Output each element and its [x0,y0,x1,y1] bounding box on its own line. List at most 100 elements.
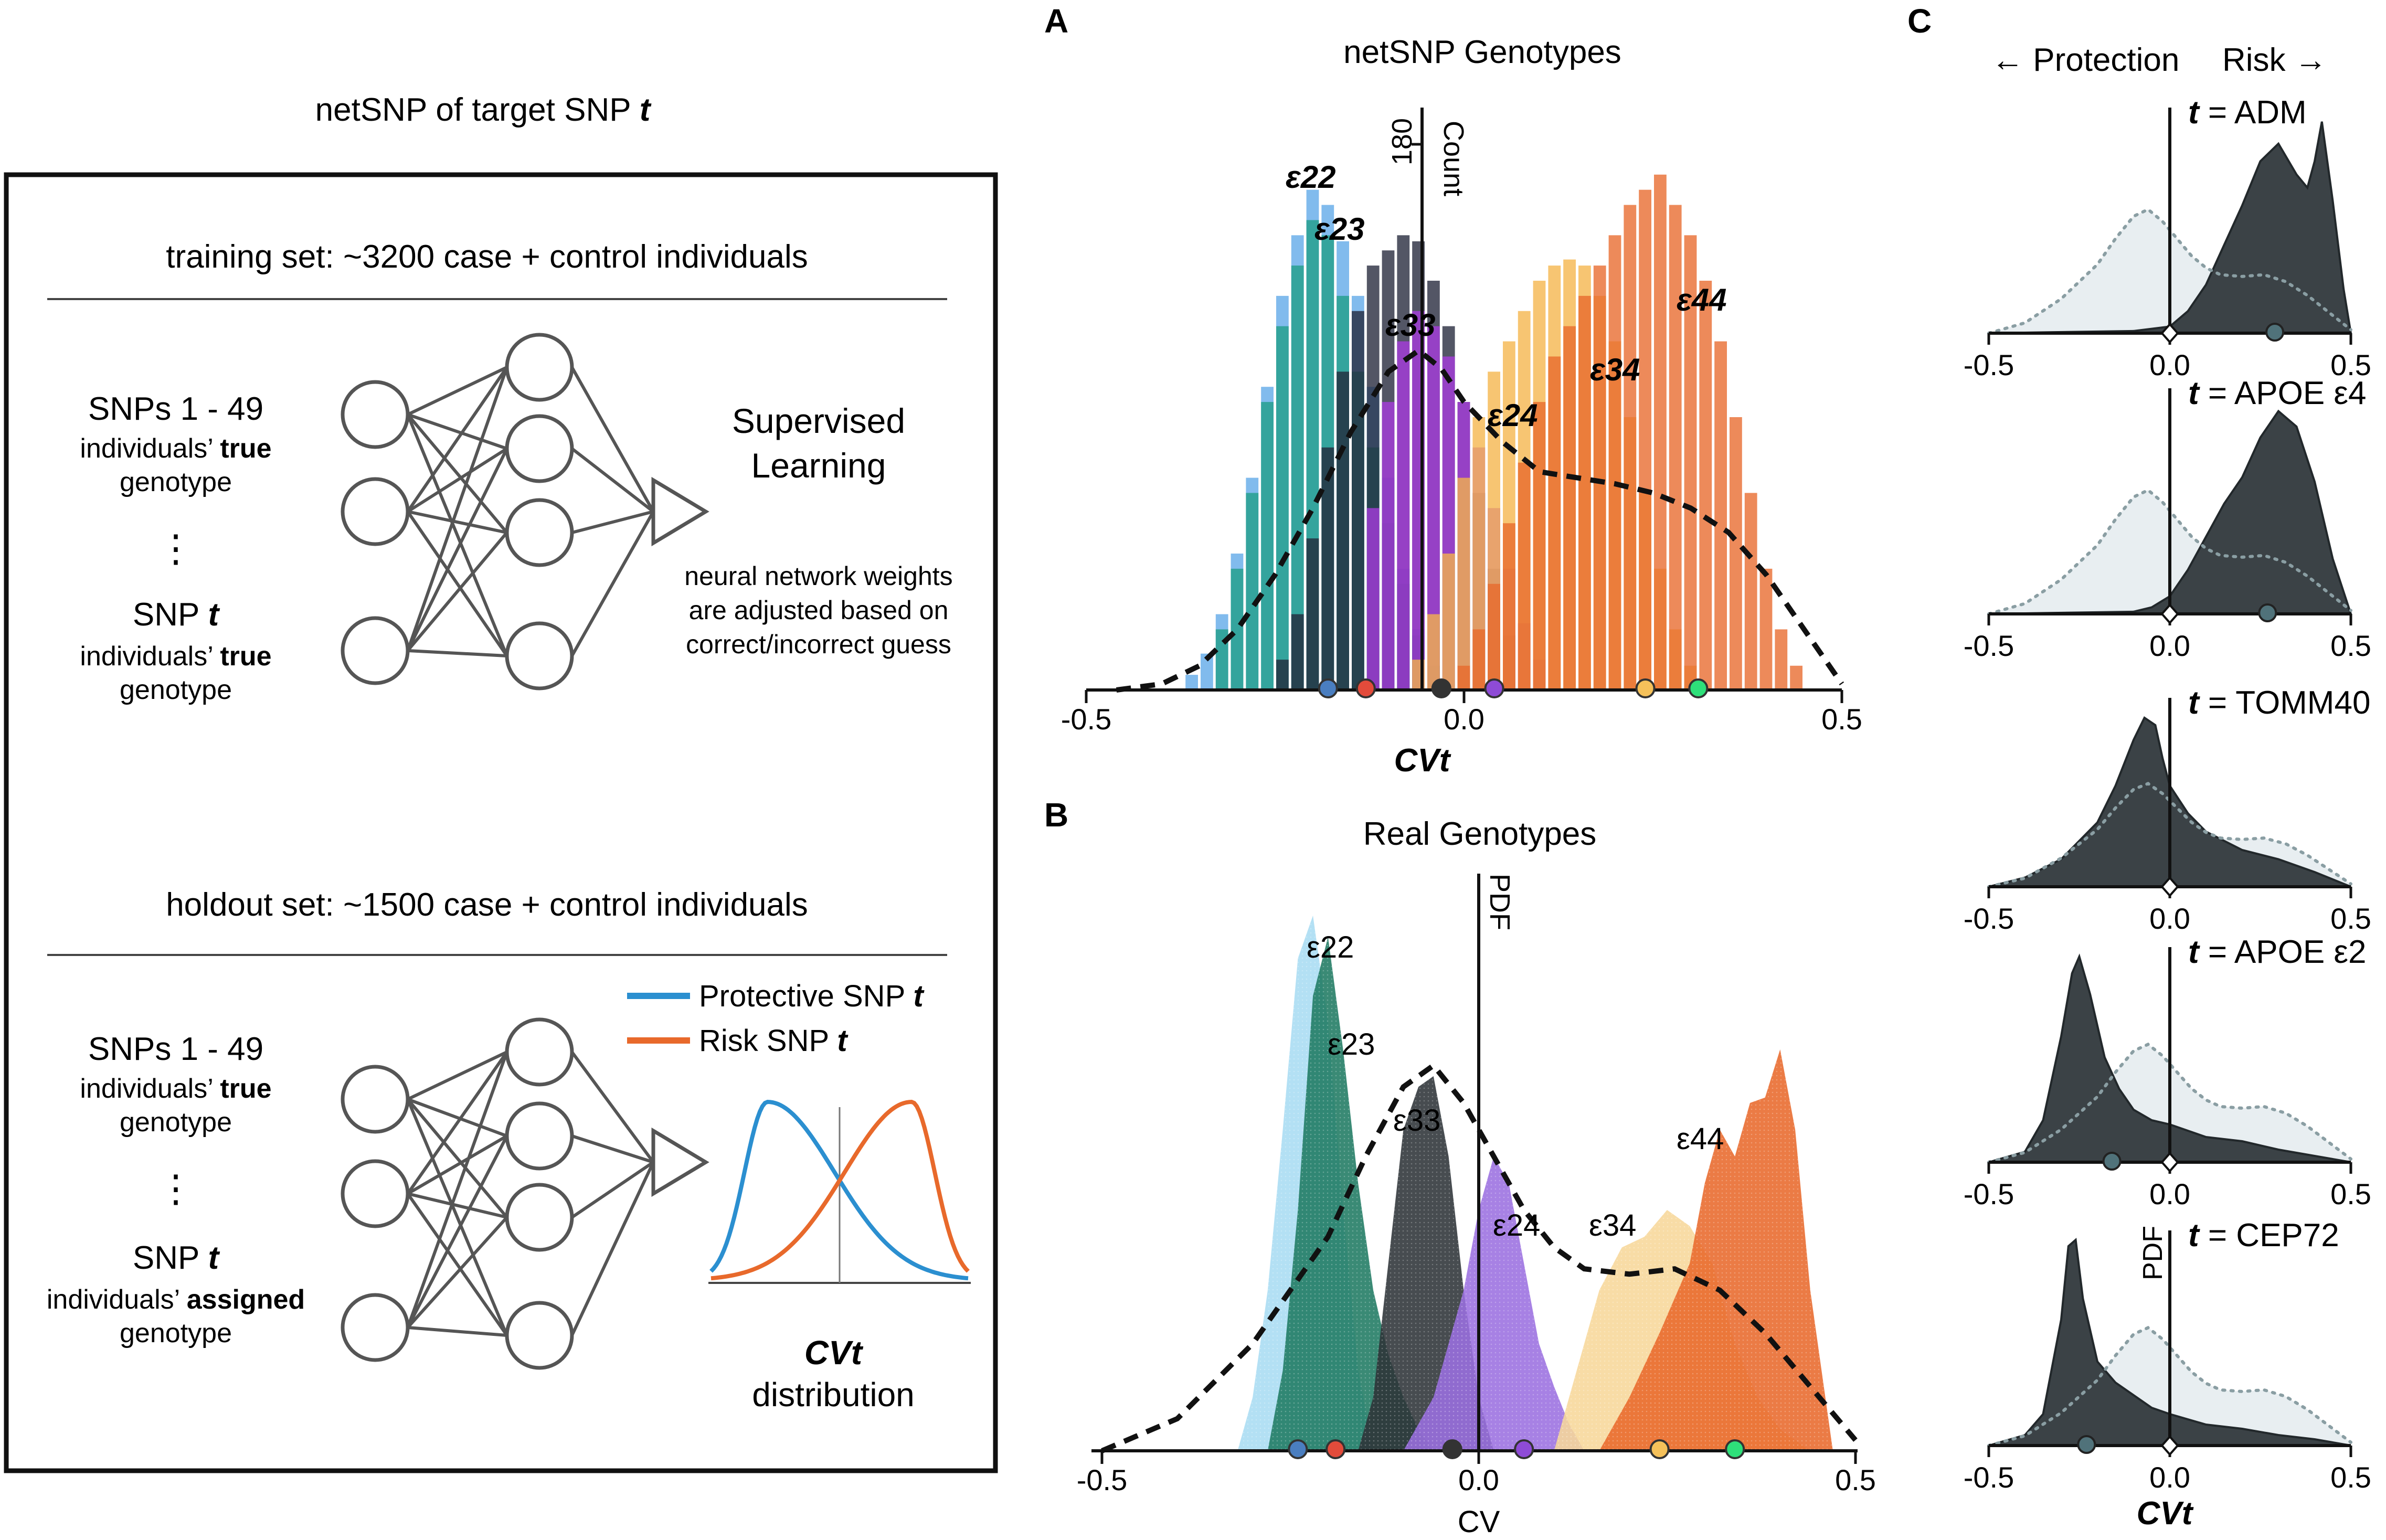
training-ind-true-2: individuals’ true [80,641,271,672]
training-ind-true: individuals’ true [80,433,271,464]
density-texture [1403,1156,1584,1451]
zero-marker [2160,1151,2179,1173]
target-density [1988,953,2351,1163]
histogram-bar [1730,417,1742,690]
histogram-bar [1291,614,1304,690]
nn-edge [571,447,654,513]
subplot-title-var: t [2188,685,2208,721]
panel-b-label-e22: ε22 [1307,930,1354,964]
subplot-title-var: t [2188,1217,2208,1254]
histogram-bar [1352,311,1364,690]
nn-hidden-node [505,1301,574,1370]
background-dotted-curve [1987,207,2352,335]
nn-text-3: correct/incorrect guess [686,630,951,659]
panel-a-histogram [1185,174,1802,691]
panel-b-xlabel: CV [1458,1505,1500,1539]
subplot-title: t = TOMM40 [2188,685,2370,721]
nn-edge [406,1216,508,1329]
nn-hidden-node [505,498,574,567]
holdout-genotype-2: genotype [120,1318,232,1348]
panel-a-y-tick-label: 180 [1386,118,1418,165]
histogram-bar [1699,281,1712,690]
target-density [1988,409,2352,615]
subplot-title-name: = APOE ε4 [2208,375,2367,411]
histogram-bar [1669,205,1682,690]
holdout-genotype: genotype [120,1107,232,1138]
x-tick-label: -0.5 [1964,1461,2014,1494]
target-density [1988,1238,2351,1447]
x-tick-label: 0.5 [2330,1461,2371,1494]
panel-a-markers [1318,678,1709,698]
panel-b-label-e24: ε24 [1493,1208,1540,1242]
panel-c-subplot: -0.5 0.0 0.5 t = TOMM40 [1964,685,2371,935]
nn-edge [406,511,508,657]
mean-marker [2258,603,2277,622]
panel-b-areas [1237,916,1833,1451]
genotype-marker [1288,1439,1308,1459]
subplot-title-name: = CEP72 [2208,1217,2339,1254]
histogram-bar [1744,493,1757,690]
panel-c-letter: C [1907,2,1932,40]
panel-a-overall-curve [1116,347,1844,693]
zero-marker [2160,876,2179,898]
histogram-bar [1457,665,1470,690]
holdout-dots: ⋮ [157,1168,195,1210]
mean-marker [2265,323,2285,342]
histogram-bar [1366,508,1380,690]
nn-edge [571,1134,654,1164]
x-tick-label: 0.0 [2149,1461,2190,1494]
genotype-marker [1514,1439,1534,1459]
nn-hidden-node [505,1101,574,1171]
histogram-bar [1684,235,1697,690]
nn-input-node [341,1293,410,1362]
nn-edge [407,1192,507,1219]
mean-marker [2077,1435,2096,1454]
background-dotted-curve [1987,1042,2352,1164]
panel-a-xlabel: CVt [1394,742,1451,779]
nn-output-node [651,476,709,547]
panel-a-y-label: Count [1438,121,1469,196]
supervised-line1: Supervised [732,401,905,440]
histogram-bar [1276,660,1289,690]
nn-input-node [341,1159,410,1228]
nn-edge [406,366,508,513]
panel-c-xlabel: CVt [2137,1495,2194,1532]
nn-edge [406,1193,508,1336]
histogram-bar [1291,265,1304,691]
histogram-bar [1503,523,1515,690]
panel-a-label-e22: ε22 [1286,160,1335,195]
panel-c-subplot: -0.5 0.0 0.5 t = ADM [1964,94,2371,381]
nn-edge [407,649,507,657]
histogram-bar [1201,653,1213,690]
panel-c-header-left: ← Protection [1991,42,2179,78]
histogram-bar [1442,554,1455,690]
legend-protective: Protective SNP t [699,979,925,1013]
holdout-header: holdout set: ~1500 case + control indivi… [166,887,808,923]
histogram-bar [1337,371,1349,690]
x-tick-label: 0.5 [2330,629,2371,662]
panel-a-x-ticks: -0.5 0.0 0.5 [1061,690,1862,736]
legend-risk: Risk SNP t [699,1024,849,1058]
nn-edge [570,511,655,657]
histogram-bar [1654,174,1667,690]
nn-text-1: neural network weights [684,561,952,591]
target-density [1988,121,2352,334]
holdout-ind-true: individuals’ true [80,1074,271,1104]
histogram-bar [1185,675,1198,690]
genotype-marker [1431,678,1451,698]
panel-c-subplot: -0.5 0.0 0.5 t = APOE ε2 [1964,934,2371,1210]
panel-b-label-e34: ε34 [1589,1208,1636,1242]
x-tick-label: 0.0 [1444,703,1484,736]
subplot-title-name: = TOMM40 [2208,685,2371,721]
density-texture [1599,1049,1833,1451]
neural-network-training [341,333,709,691]
genotype-marker [1325,1439,1346,1459]
mini-cvt-label: CVt [804,1334,864,1372]
nn-edge [407,1050,508,1101]
panel-c-y-label: PDF [2138,1226,2168,1280]
nn-edge [571,1161,654,1219]
panel-c-subplot: -0.5 0.0 0.5 t = APOE ε4 [1964,375,2371,662]
nn-edge [570,366,655,513]
panel-a-label-e33: ε33 [1385,307,1435,343]
subplot-title-name: = APOE ε2 [2208,934,2367,970]
